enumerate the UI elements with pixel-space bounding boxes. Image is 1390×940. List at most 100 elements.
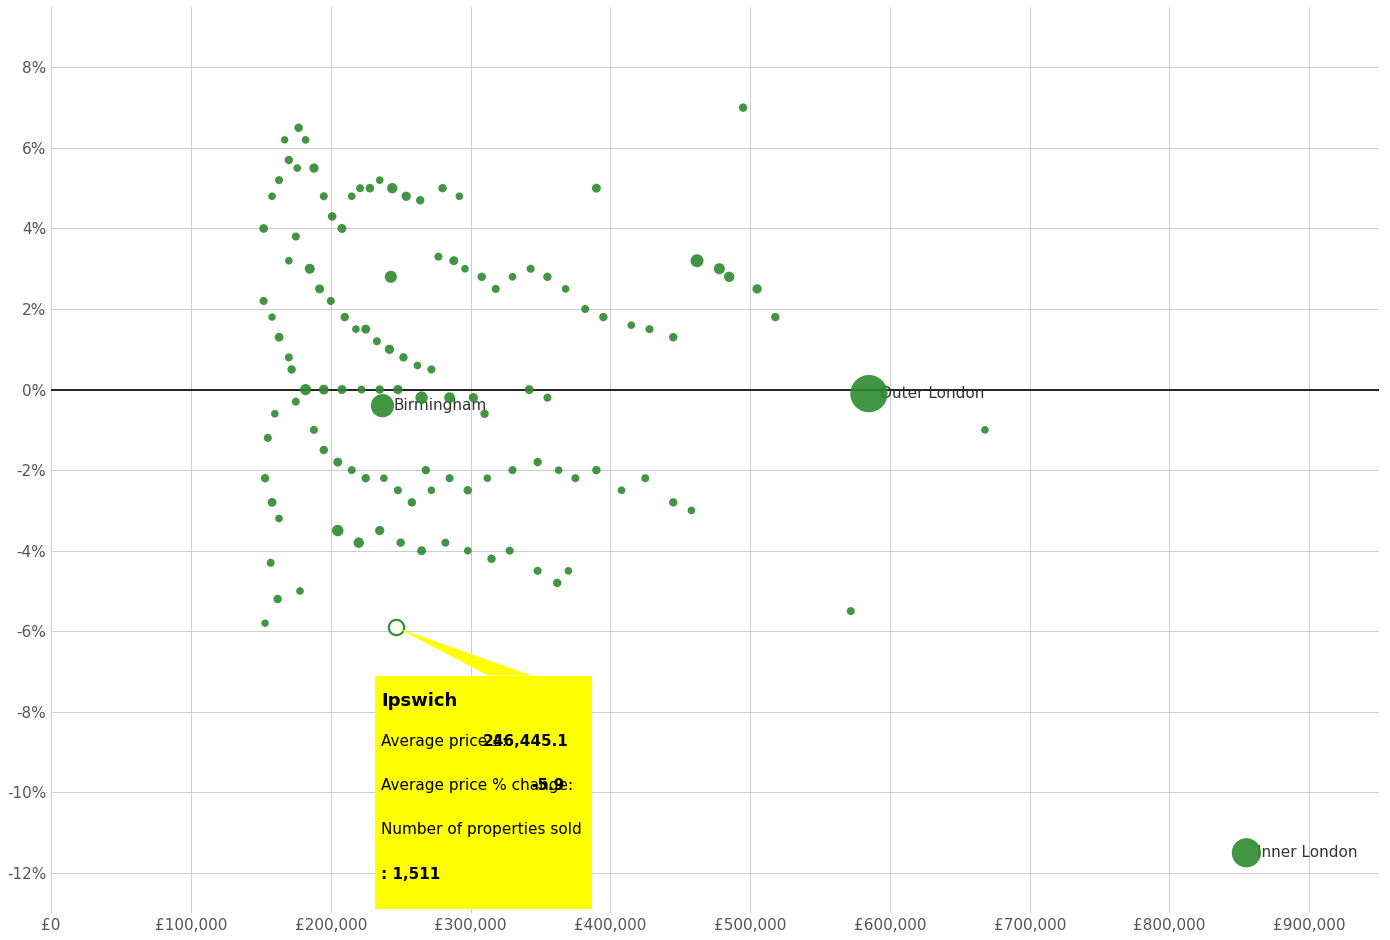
Point bbox=[253, 293, 275, 308]
Point bbox=[278, 350, 300, 365]
Text: Number of properties sold: Number of properties sold bbox=[381, 822, 582, 838]
Point bbox=[974, 422, 997, 437]
Text: Average price % change:: Average price % change: bbox=[381, 778, 578, 793]
Point bbox=[303, 161, 325, 176]
Point bbox=[260, 556, 282, 571]
Point bbox=[285, 394, 307, 409]
Point bbox=[564, 471, 587, 486]
Text: Birmingham: Birmingham bbox=[393, 399, 486, 414]
Point bbox=[341, 462, 363, 478]
Point bbox=[368, 523, 391, 538]
Point bbox=[634, 471, 656, 486]
Point bbox=[733, 101, 755, 116]
Point bbox=[555, 281, 577, 296]
Point bbox=[334, 309, 356, 324]
Point bbox=[765, 309, 787, 324]
Point bbox=[371, 399, 393, 414]
Point bbox=[267, 591, 289, 606]
Point bbox=[557, 563, 580, 578]
Point bbox=[746, 281, 769, 296]
Point bbox=[368, 173, 391, 188]
Point bbox=[520, 261, 542, 276]
Point bbox=[463, 390, 485, 405]
Point bbox=[537, 390, 559, 405]
Point bbox=[345, 321, 367, 337]
Point bbox=[442, 253, 464, 268]
Point bbox=[527, 455, 549, 470]
Point bbox=[368, 382, 391, 397]
Point bbox=[313, 443, 335, 458]
Point bbox=[409, 193, 431, 208]
Text: Outer London: Outer London bbox=[880, 386, 984, 401]
Point bbox=[499, 543, 521, 558]
Point bbox=[474, 406, 496, 421]
Point bbox=[274, 133, 296, 148]
Point bbox=[392, 350, 414, 365]
Point bbox=[620, 318, 642, 333]
Point bbox=[457, 483, 480, 498]
Point bbox=[257, 431, 279, 446]
Point bbox=[350, 382, 373, 397]
Point bbox=[1236, 845, 1258, 860]
Point bbox=[537, 269, 559, 284]
Point bbox=[348, 535, 370, 550]
Point bbox=[381, 180, 403, 196]
Point bbox=[349, 180, 371, 196]
Point bbox=[268, 173, 291, 188]
Point bbox=[327, 455, 349, 470]
Point bbox=[438, 390, 460, 405]
Point bbox=[386, 483, 409, 498]
Point bbox=[341, 189, 363, 204]
Point bbox=[431, 180, 453, 196]
Text: -5.9: -5.9 bbox=[531, 778, 564, 793]
Point bbox=[502, 462, 524, 478]
Point bbox=[518, 382, 541, 397]
Point bbox=[719, 269, 741, 284]
Point bbox=[295, 133, 317, 148]
Point bbox=[434, 535, 456, 550]
Point bbox=[548, 462, 570, 478]
Point bbox=[359, 180, 381, 196]
Bar bbox=[375, 676, 592, 909]
Polygon shape bbox=[396, 627, 531, 676]
Point bbox=[395, 189, 417, 204]
Point bbox=[295, 382, 317, 397]
Point bbox=[574, 302, 596, 317]
Point bbox=[320, 293, 342, 308]
Point bbox=[285, 229, 307, 244]
Point bbox=[264, 406, 286, 421]
Point bbox=[366, 334, 388, 349]
Point bbox=[662, 330, 684, 345]
Point bbox=[254, 616, 277, 631]
Point bbox=[414, 462, 436, 478]
Point bbox=[420, 362, 442, 377]
Point bbox=[389, 535, 411, 550]
Point bbox=[585, 180, 607, 196]
Point bbox=[331, 221, 353, 236]
Point bbox=[610, 483, 632, 498]
Point bbox=[261, 494, 284, 509]
Point bbox=[378, 342, 400, 357]
Point bbox=[288, 120, 310, 135]
Point bbox=[502, 269, 524, 284]
Point bbox=[261, 309, 284, 324]
Text: Inner London: Inner London bbox=[1258, 845, 1358, 860]
Point bbox=[448, 189, 470, 204]
Point bbox=[410, 543, 432, 558]
Point bbox=[386, 382, 409, 397]
Point bbox=[379, 269, 402, 284]
Point bbox=[406, 358, 428, 373]
Point bbox=[585, 462, 607, 478]
Point bbox=[278, 253, 300, 268]
Point bbox=[858, 386, 880, 401]
Point bbox=[638, 321, 660, 337]
Point bbox=[410, 390, 432, 405]
Text: Average price £:: Average price £: bbox=[381, 734, 512, 749]
Point bbox=[373, 471, 395, 486]
Point bbox=[268, 511, 291, 526]
Point bbox=[331, 382, 353, 397]
Point bbox=[427, 249, 449, 264]
Point bbox=[254, 471, 277, 486]
Text: : 1,511: : 1,511 bbox=[381, 867, 441, 882]
Point bbox=[289, 584, 311, 599]
